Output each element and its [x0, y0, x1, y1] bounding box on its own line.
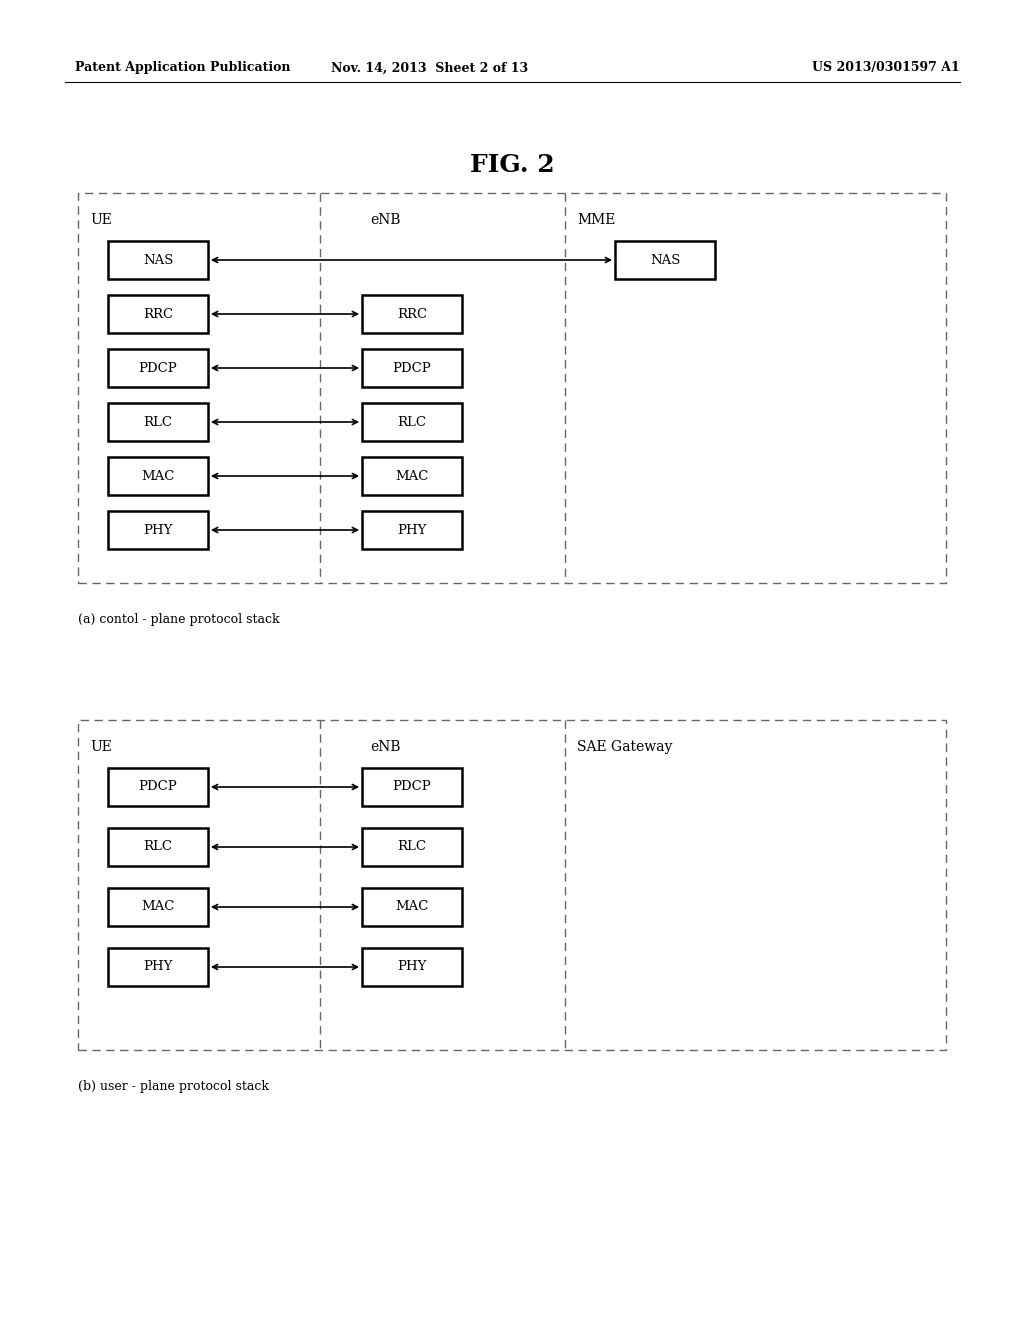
Text: MAC: MAC — [395, 470, 429, 483]
Text: UE: UE — [90, 741, 112, 754]
Bar — [108, 403, 208, 441]
Bar — [108, 888, 208, 927]
Bar — [362, 403, 462, 441]
Text: US 2013/0301597 A1: US 2013/0301597 A1 — [812, 62, 961, 74]
Text: RLC: RLC — [143, 416, 172, 429]
Bar — [362, 511, 462, 549]
Text: MAC: MAC — [141, 900, 175, 913]
Bar — [362, 828, 462, 866]
Text: eNB: eNB — [370, 741, 400, 754]
Bar — [362, 294, 462, 333]
Text: Nov. 14, 2013  Sheet 2 of 13: Nov. 14, 2013 Sheet 2 of 13 — [332, 62, 528, 74]
Bar — [362, 348, 462, 387]
Text: PDCP: PDCP — [138, 780, 177, 793]
Text: RLC: RLC — [143, 841, 172, 854]
Text: UE: UE — [90, 213, 112, 227]
Bar — [108, 242, 208, 279]
Bar — [362, 768, 462, 807]
Text: RRC: RRC — [397, 308, 427, 321]
Text: SAE Gateway: SAE Gateway — [577, 741, 673, 754]
Bar — [108, 828, 208, 866]
Bar — [108, 511, 208, 549]
Text: MAC: MAC — [395, 900, 429, 913]
Text: (b) user - plane protocol stack: (b) user - plane protocol stack — [78, 1080, 269, 1093]
Bar — [362, 948, 462, 986]
Text: PHY: PHY — [143, 961, 173, 974]
Text: PHY: PHY — [397, 524, 427, 536]
Text: (a) contol - plane protocol stack: (a) contol - plane protocol stack — [78, 612, 280, 626]
Bar — [108, 457, 208, 495]
Text: RRC: RRC — [143, 308, 173, 321]
Bar — [362, 888, 462, 927]
Bar — [108, 948, 208, 986]
Bar — [78, 719, 946, 1049]
Bar — [108, 768, 208, 807]
Bar — [362, 457, 462, 495]
Text: Patent Application Publication: Patent Application Publication — [75, 62, 291, 74]
Text: PDCP: PDCP — [392, 362, 431, 375]
Text: MME: MME — [577, 213, 615, 227]
Bar — [108, 348, 208, 387]
Text: NAS: NAS — [650, 253, 680, 267]
Text: PHY: PHY — [397, 961, 427, 974]
Text: MAC: MAC — [141, 470, 175, 483]
Text: PHY: PHY — [143, 524, 173, 536]
Bar — [615, 242, 715, 279]
Text: PDCP: PDCP — [138, 362, 177, 375]
Text: eNB: eNB — [370, 213, 400, 227]
Text: RLC: RLC — [397, 841, 427, 854]
Text: NAS: NAS — [142, 253, 173, 267]
Text: PDCP: PDCP — [392, 780, 431, 793]
Text: FIG. 2: FIG. 2 — [470, 153, 554, 177]
Bar — [108, 294, 208, 333]
Text: RLC: RLC — [397, 416, 427, 429]
Bar — [78, 193, 946, 583]
